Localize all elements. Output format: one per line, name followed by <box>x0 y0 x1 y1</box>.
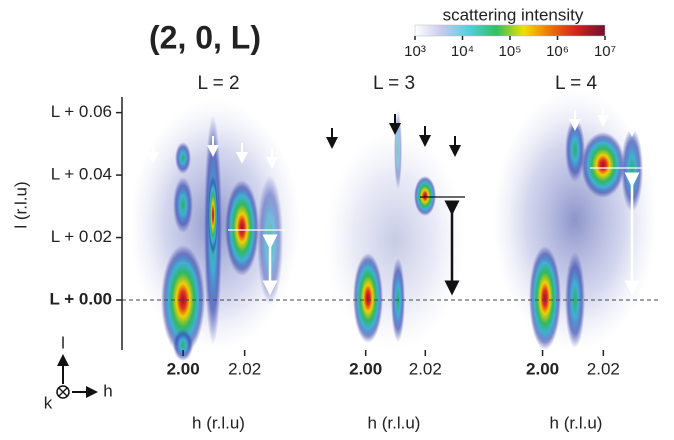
figure-title: (2, 0, L) <box>149 19 261 55</box>
x-tick-label: 2.00 <box>349 359 382 378</box>
annotations <box>122 106 660 301</box>
x-tick-label: 2.00 <box>167 359 200 378</box>
colorbar <box>414 24 606 37</box>
heatmap-images <box>130 90 657 361</box>
x-tick-label: 2.00 <box>526 359 559 378</box>
y-tick-label: L + 0.06 <box>51 102 112 121</box>
colorbar-tick-label: 10⁷ <box>594 43 616 60</box>
glyph-label: l <box>61 333 65 352</box>
glyph-label: h <box>103 381 112 400</box>
x-axis-label: h (r.l.u) <box>368 413 421 432</box>
colorbar-label: scattering intensity <box>443 5 584 24</box>
y-axis-label: l (r.l.u) <box>11 181 30 228</box>
x-axis-label: h (r.l.u) <box>192 413 245 432</box>
axes-glyph <box>56 354 98 399</box>
x-axis-label: h (r.l.u) <box>550 413 603 432</box>
panel-title: L = 2 <box>197 73 239 94</box>
x-tick-label: 2.02 <box>228 359 261 378</box>
x-tick-label: 2.02 <box>587 359 620 378</box>
glyph-label: k <box>44 393 53 412</box>
y-tick-label: L + 0.02 <box>51 227 112 246</box>
colorbar-tick-label: 10³ <box>404 43 426 60</box>
colorbar-tick-label: 10⁵ <box>499 43 522 60</box>
colorbar-tick-label: 10⁴ <box>451 43 474 60</box>
colorbar-tick-label: 10⁶ <box>546 43 569 60</box>
panel-title: L = 3 <box>373 73 415 94</box>
y-tick-label: L + 0.04 <box>51 165 112 184</box>
panel-title: L = 4 <box>555 73 598 94</box>
y-tick-label: L + 0.00 <box>49 290 112 309</box>
x-tick-label: 2.02 <box>409 359 442 378</box>
